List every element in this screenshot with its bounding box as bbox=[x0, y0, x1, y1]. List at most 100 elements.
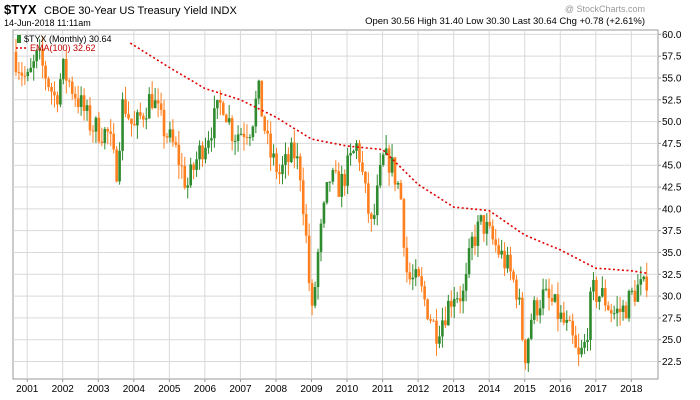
candle-body bbox=[310, 283, 314, 306]
candle-body bbox=[340, 173, 344, 197]
grid bbox=[13, 30, 658, 379]
candle-body bbox=[624, 305, 628, 319]
candle-body bbox=[470, 236, 474, 249]
candle-body bbox=[464, 274, 468, 291]
candle-body bbox=[461, 290, 465, 302]
candle-body bbox=[304, 214, 308, 236]
candle-body bbox=[639, 279, 643, 285]
candle-body bbox=[266, 130, 269, 134]
candle-body bbox=[334, 170, 338, 172]
candle-body bbox=[298, 156, 302, 181]
candle-body bbox=[23, 75, 27, 77]
candle-body bbox=[50, 87, 53, 92]
y-axis: 22.5 25.0 27.5 30.0 32.5 35.0 37.5 40.0 42.5 45.0… bbox=[658, 30, 682, 368]
candle-body bbox=[41, 48, 44, 66]
candle-body bbox=[109, 131, 113, 134]
y-tick-label: 35.0 bbox=[662, 248, 682, 259]
candle-body bbox=[293, 142, 296, 159]
candle-body bbox=[319, 223, 323, 252]
candle-body bbox=[598, 296, 601, 302]
candle-body bbox=[171, 129, 175, 143]
y-tick-label: 42.5 bbox=[662, 183, 682, 194]
candle-body bbox=[411, 277, 415, 280]
candle-body bbox=[544, 288, 548, 290]
candle-body bbox=[399, 182, 403, 200]
candle-body bbox=[618, 308, 622, 312]
candle-body bbox=[73, 93, 77, 99]
candle-body bbox=[420, 276, 423, 287]
x-tick-label: 2006 bbox=[194, 384, 217, 395]
candle-body bbox=[183, 165, 187, 188]
candle-body bbox=[248, 137, 252, 139]
candle-body bbox=[186, 185, 190, 188]
candle-body bbox=[38, 48, 41, 51]
candle-body bbox=[275, 153, 278, 173]
candle-body bbox=[159, 103, 163, 110]
candle-body bbox=[372, 215, 376, 219]
candle-body bbox=[429, 319, 432, 321]
candle-body bbox=[254, 98, 258, 127]
candle-body bbox=[515, 279, 518, 300]
candle-body bbox=[606, 305, 610, 310]
y-tick-label: 57.5 bbox=[662, 52, 682, 63]
candle-body bbox=[313, 287, 317, 306]
candle-body bbox=[529, 319, 533, 339]
candle-body bbox=[14, 51, 18, 73]
candle-body bbox=[239, 133, 243, 135]
candle-body bbox=[449, 300, 453, 307]
candle-body bbox=[568, 319, 572, 321]
candle-body bbox=[201, 145, 204, 160]
candle-body bbox=[423, 286, 426, 300]
candle-body bbox=[526, 338, 530, 364]
candle-body bbox=[630, 290, 634, 292]
candle-body bbox=[103, 128, 107, 143]
candle-body bbox=[444, 320, 447, 326]
candle-body bbox=[210, 138, 213, 141]
candle-body bbox=[251, 126, 255, 138]
candle-body bbox=[500, 250, 503, 255]
candle-body bbox=[346, 155, 349, 186]
y-tick-label: 45.0 bbox=[662, 161, 682, 172]
candle-body bbox=[603, 288, 607, 306]
candle-body bbox=[438, 336, 441, 344]
candle-body bbox=[56, 95, 59, 105]
candle-body bbox=[156, 100, 160, 104]
ema-line bbox=[129, 42, 648, 275]
candle-body bbox=[378, 164, 382, 186]
x-tick-label: 2016 bbox=[549, 384, 572, 395]
candle-body bbox=[491, 225, 495, 240]
x-tick-label: 2007 bbox=[229, 384, 252, 395]
x-tick-label: 2003 bbox=[87, 384, 110, 395]
candle-body bbox=[441, 320, 444, 337]
y-tick-label: 60.0 bbox=[662, 30, 682, 41]
candle-body bbox=[521, 297, 524, 340]
candle-body bbox=[112, 133, 115, 150]
candle-body bbox=[195, 159, 198, 170]
candle-body bbox=[583, 341, 586, 348]
candle-body bbox=[381, 154, 385, 165]
candle-body bbox=[408, 272, 412, 280]
candle-body bbox=[432, 320, 435, 322]
candle-body bbox=[216, 100, 219, 109]
candle-body bbox=[236, 134, 240, 141]
candle-body bbox=[287, 154, 290, 163]
y-tick-label: 47.5 bbox=[662, 139, 682, 150]
candle-body bbox=[627, 290, 631, 319]
candle-body bbox=[390, 157, 394, 173]
candle-body bbox=[150, 94, 154, 109]
candle-body bbox=[227, 118, 231, 123]
candle-body bbox=[62, 59, 65, 80]
candle-body bbox=[352, 150, 355, 154]
candle-body bbox=[524, 339, 527, 364]
candle-body bbox=[130, 118, 133, 124]
candle-body bbox=[367, 183, 370, 214]
x-tick-label: 2013 bbox=[443, 384, 466, 395]
candle-body bbox=[609, 309, 613, 314]
candle-body bbox=[100, 141, 104, 143]
candle-body bbox=[165, 136, 169, 138]
candle-body bbox=[272, 153, 275, 158]
symbol-label: $TYX bbox=[4, 2, 37, 17]
candle-body bbox=[124, 99, 127, 114]
x-axis: 2001 2002 2003 2004 2005 2006 2007 2008 2009 2010… bbox=[16, 379, 643, 395]
